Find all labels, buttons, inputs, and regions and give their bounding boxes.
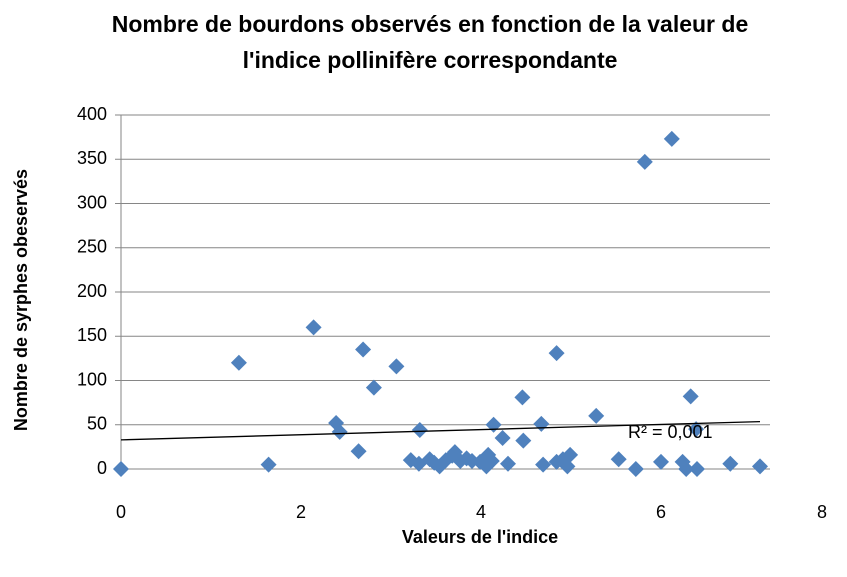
y-tick-label: 50 [87, 414, 107, 434]
point [722, 455, 739, 472]
point [260, 456, 277, 473]
x-axis-label: Valeurs de l'indice [402, 527, 558, 547]
point [548, 345, 565, 362]
point [230, 354, 247, 371]
point [562, 446, 579, 463]
point [514, 389, 531, 406]
x-tick-label: 4 [476, 502, 486, 522]
point [331, 423, 348, 440]
chart-title: Nombre de bourdons observés en fonction … [111, 11, 749, 73]
point [533, 415, 550, 432]
point [515, 432, 532, 449]
point [559, 458, 576, 475]
point [682, 388, 699, 405]
y-tick-label: 100 [77, 369, 107, 389]
x-tick-label: 8 [817, 502, 827, 522]
point [627, 461, 644, 477]
point [350, 443, 367, 460]
point [663, 130, 680, 147]
x-tick-label: 0 [116, 502, 126, 522]
annotation: R² = 0,001 [628, 422, 713, 442]
y-tick-label: 300 [77, 192, 107, 212]
y-tick-label: 150 [77, 325, 107, 345]
y-tick-label: 200 [77, 281, 107, 301]
point [610, 451, 627, 468]
point [752, 458, 768, 475]
point [388, 358, 405, 375]
point [483, 453, 500, 470]
point [494, 430, 511, 447]
x-tick-label: 2 [296, 502, 306, 522]
point [355, 341, 372, 358]
trendline [120, 420, 761, 441]
point [305, 319, 322, 336]
point [411, 422, 428, 439]
point [636, 153, 653, 170]
y-tick-label: 250 [77, 237, 107, 257]
point [485, 416, 502, 433]
y-tick-label: 0 [97, 458, 107, 478]
point [535, 456, 552, 473]
point [500, 455, 516, 472]
point [365, 379, 382, 396]
y-tick-label: 350 [77, 148, 107, 168]
y-tick-label: 400 [77, 104, 107, 124]
point [688, 421, 705, 438]
point [653, 453, 669, 470]
point [588, 407, 605, 424]
point [689, 461, 705, 477]
point [678, 461, 695, 477]
x-tick-label: 6 [656, 502, 666, 522]
y-axis-label: Nombre de syrphes obeservés [11, 169, 31, 431]
point [113, 461, 129, 477]
